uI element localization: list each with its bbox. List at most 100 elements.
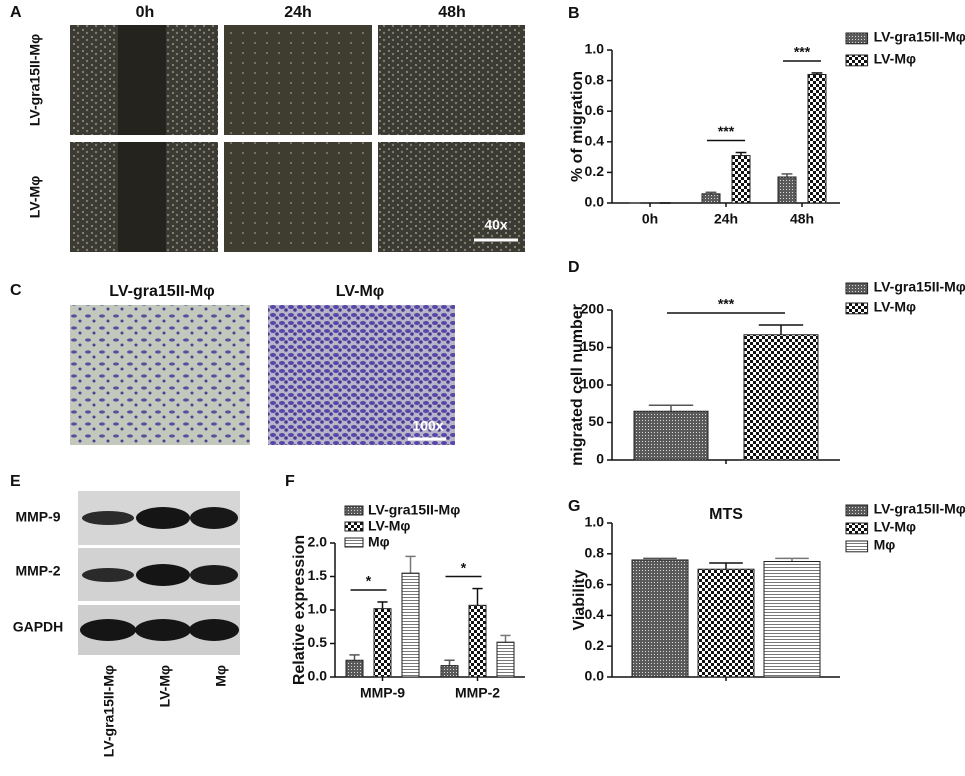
y-axis-label: migrated cell number <box>569 304 586 466</box>
x-tick-label: MMP-9 <box>360 685 405 701</box>
row-label: MMP-2 <box>15 563 60 579</box>
legend-label: Mφ <box>874 537 896 553</box>
legend-swatch <box>845 302 869 315</box>
legend-label: Mφ <box>368 534 390 550</box>
legend-swatch <box>845 54 869 67</box>
legend-label: LV-Mφ <box>874 519 916 535</box>
panel-e: E MMP-9 MMP-2 GAPDH LV-gra15II-Mφ LV-Mφ … <box>10 473 240 757</box>
row-label: LV-gra15II-Mφ <box>27 34 43 126</box>
legend-label: LV-gra15II-Mφ <box>368 502 460 518</box>
legend-swatch <box>845 32 869 45</box>
scale-label: 40x <box>484 217 508 233</box>
row-label: MMP-9 <box>15 509 60 525</box>
y-tick-label: 150 <box>581 338 605 354</box>
column-label: 0h <box>136 4 155 21</box>
y-tick-label: 0.0 <box>308 668 328 684</box>
legend-label: LV-gra15II-Mφ <box>874 29 965 45</box>
y-tick-label: 0.6 <box>585 575 605 591</box>
panel-letter: G <box>568 498 580 515</box>
bar <box>440 665 459 678</box>
y-tick-label: 1.5 <box>308 567 328 583</box>
scale-label: 100x <box>412 418 443 434</box>
panel-c: C LV-gra15II-Mφ LV-Mφ 100x <box>10 282 455 445</box>
y-axis-label: Viability <box>571 569 588 630</box>
panel-a: A 0h 24h 48h LV-gra15II-Mφ LV-Mφ 40x <box>10 4 525 252</box>
legend-swatch <box>344 537 364 548</box>
y-tick-label: 1.0 <box>308 601 328 617</box>
bar <box>701 193 721 204</box>
y-tick-label: 0.8 <box>585 71 605 87</box>
significance-label: *** <box>794 44 811 60</box>
y-tick-label: 0.4 <box>585 133 605 149</box>
panel-letter: D <box>568 259 580 276</box>
bar <box>697 568 755 678</box>
bar <box>743 334 819 461</box>
y-tick-label: 1.0 <box>585 41 605 57</box>
y-tick-label: 0.2 <box>585 163 605 179</box>
significance-label: * <box>366 573 372 589</box>
panel-letter: C <box>10 282 22 299</box>
legend-swatch <box>845 504 869 517</box>
column-label: 24h <box>284 4 312 21</box>
y-tick-label: 2.0 <box>308 534 328 550</box>
lane-label: Mφ <box>213 665 229 687</box>
legend-swatch <box>845 282 869 295</box>
y-tick-label: 0.2 <box>585 637 605 653</box>
significance-label: *** <box>718 296 735 312</box>
bar <box>373 608 392 678</box>
y-tick-label: 1.0 <box>585 514 605 530</box>
legend-label: LV-gra15II-Mφ <box>874 501 965 517</box>
legend-swatch <box>845 540 869 553</box>
bar <box>401 572 420 678</box>
legend-label: LV-Mφ <box>368 518 410 534</box>
bar <box>763 561 821 678</box>
lane-label: LV-Mφ <box>157 665 173 707</box>
legend-swatch <box>845 522 869 535</box>
row-label: LV-Mφ <box>27 176 43 218</box>
y-tick-label: 0.4 <box>585 606 605 622</box>
y-axis-label: % of migration <box>569 71 586 182</box>
y-axis-label: Relative expression <box>291 535 308 685</box>
y-tick-label: 0.0 <box>585 668 605 684</box>
micrograph <box>70 305 250 445</box>
legend-label: LV-Mφ <box>874 299 916 315</box>
y-tick-label: 0.5 <box>308 634 328 650</box>
bar <box>631 559 689 678</box>
bar <box>345 659 364 678</box>
bar <box>777 176 797 204</box>
legend-label: LV-gra15II-Mφ <box>874 279 965 295</box>
column-label: 48h <box>438 4 466 21</box>
column-label: LV-gra15II-Mφ <box>109 283 214 300</box>
significance-label: *** <box>718 123 735 139</box>
lane-label: LV-gra15II-Mφ <box>101 665 117 757</box>
x-tick-label: MMP-2 <box>455 685 500 701</box>
bar <box>807 73 827 204</box>
micrograph <box>268 305 455 445</box>
y-tick-label: 100 <box>581 376 605 392</box>
x-tick-label: 0h <box>642 211 658 227</box>
legend-swatch <box>344 521 364 532</box>
y-tick-label: 0.6 <box>585 102 605 118</box>
panel-letter: F <box>285 473 295 490</box>
y-tick-label: 0.8 <box>585 545 605 561</box>
bar <box>468 604 487 678</box>
y-tick-label: 50 <box>588 413 604 429</box>
micrographs <box>70 25 525 252</box>
x-tick-label: 24h <box>714 211 738 227</box>
western-blot <box>78 491 240 655</box>
chart-title: MTS <box>709 506 743 523</box>
bar <box>496 641 515 678</box>
y-tick-label: 0.0 <box>585 194 605 210</box>
significance-label: * <box>461 559 467 575</box>
bar <box>731 155 751 204</box>
column-label: LV-Mφ <box>336 283 384 300</box>
row-label: GAPDH <box>13 619 64 635</box>
legend-swatch <box>344 505 364 516</box>
y-tick-label: 200 <box>581 301 605 317</box>
panel-letter: B <box>568 5 580 22</box>
panel-letter: A <box>10 4 22 21</box>
bar <box>633 410 709 461</box>
x-tick-label: 48h <box>790 211 814 227</box>
legend-label: LV-Mφ <box>874 51 916 67</box>
